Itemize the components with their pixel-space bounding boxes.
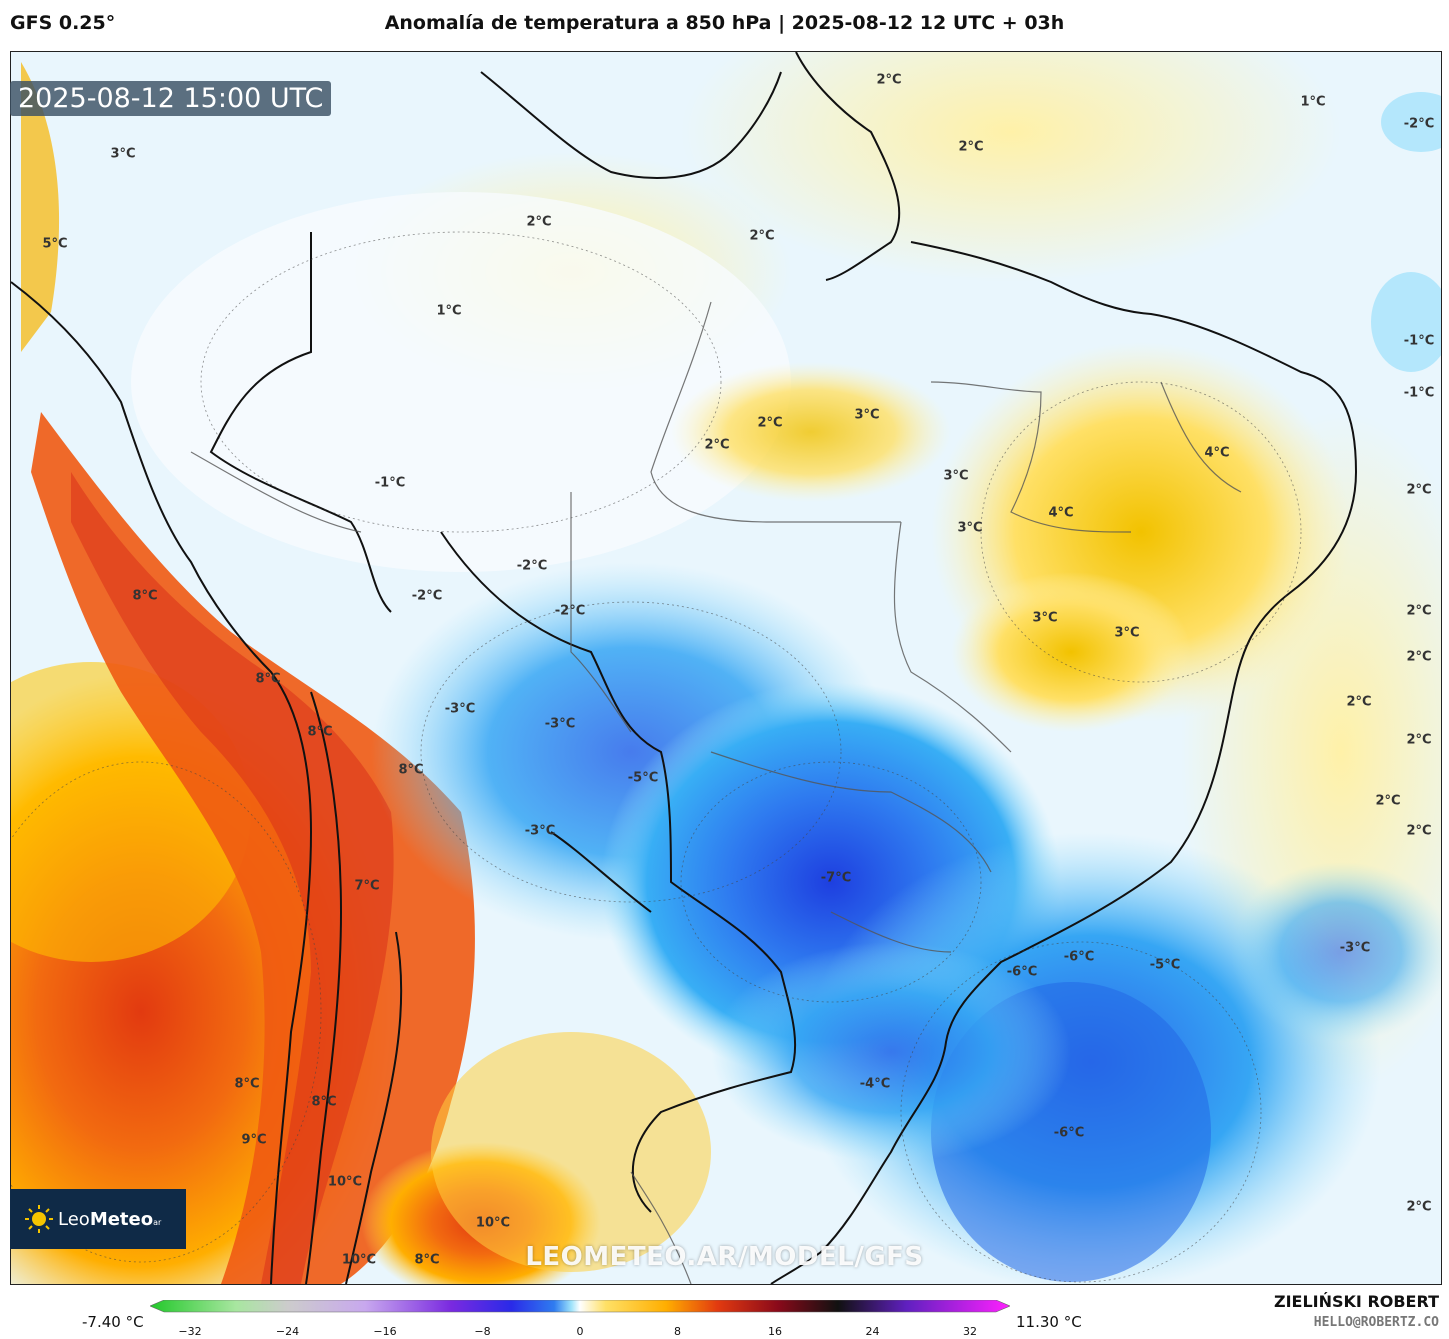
colorbar-tick: −32 [178, 1325, 202, 1338]
contour-label: 7°C [354, 878, 380, 894]
author-name: ZIELIŃSKI ROBERT [1273, 1292, 1439, 1311]
contour-label: 2°C [1406, 1199, 1432, 1215]
contour-label: 10°C [341, 1252, 377, 1268]
contour-label: -2°C [411, 588, 443, 604]
logo-suffix: ar [153, 1217, 162, 1227]
contour-label: 2°C [1406, 482, 1432, 498]
contour-label: 3°C [854, 407, 880, 423]
contour-label: 2°C [1406, 823, 1432, 839]
contour-label: 2°C [1406, 649, 1432, 665]
contour-label: 8°C [234, 1076, 260, 1092]
colorbar-tick: −24 [275, 1325, 300, 1338]
contour-label: 3°C [1114, 625, 1140, 641]
contour-label: -1°C [374, 475, 406, 491]
contour-label: 10°C [475, 1215, 511, 1231]
contour-label: -2°C [516, 558, 548, 574]
logo-bold: Meteo [89, 1208, 154, 1230]
contour-label: 3°C [1032, 610, 1058, 626]
contour-label: -3°C [1339, 940, 1371, 956]
contour-label: 2°C [526, 214, 552, 230]
colorbar-tick: −16 [373, 1325, 397, 1338]
contour-label: 2°C [1346, 694, 1372, 710]
colorbar-tick: 8 [674, 1325, 681, 1338]
colorbar-max-label: 11.30 °C [1016, 1313, 1082, 1331]
site-watermark: LEOMETEO.AR/MODEL/GFS [525, 1242, 924, 1272]
contour-label: -3°C [444, 701, 476, 717]
contour-label: 4°C [1204, 445, 1230, 461]
contour-label: 8°C [255, 671, 281, 687]
model-name: GFS 0.25° [10, 12, 116, 34]
contour-label: 2°C [757, 415, 783, 431]
colorbar-tick: −8 [474, 1325, 491, 1338]
contour-label: 2°C [958, 139, 984, 155]
contour-label: 2°C [704, 437, 730, 453]
contour-label: 8°C [414, 1252, 440, 1268]
contour-label: -1°C [1403, 333, 1435, 349]
colorbar [150, 1300, 1010, 1313]
contour-label: 2°C [749, 228, 775, 244]
contour-label: 1°C [436, 303, 462, 319]
contour-label: -2°C [554, 603, 586, 619]
contour-label: 3°C [957, 520, 983, 536]
contour-label: 3°C [943, 468, 969, 484]
contour-label: -3°C [544, 716, 576, 732]
valid-time-badge: 2025-08-12 15:00 UTC [10, 81, 332, 116]
contour-label: 8°C [398, 762, 424, 778]
contour-label: 2°C [876, 72, 902, 88]
contour-label: -6°C [1006, 964, 1038, 980]
contour-label: -5°C [627, 770, 659, 786]
map-canvas[interactable]: 2°C 2°C 1°C -2°C 3°C 5°C 2°C 2°C 1°C -1°C -1°C 2°C 3… [10, 51, 1442, 1285]
contour-label: 5°C [42, 236, 68, 252]
contour-label: -6°C [1063, 949, 1095, 965]
logo-text: LeoMeteoar [58, 1209, 161, 1230]
contour-label: 2°C [1375, 793, 1401, 809]
contour-label: -3°C [524, 823, 556, 839]
contour-label: 8°C [307, 724, 333, 740]
anomaly-field [11, 52, 1441, 1284]
map-title: Anomalía de temperatura a 850 hPa | 2025… [384, 12, 1065, 34]
contour-label: 9°C [241, 1132, 267, 1148]
contour-label: -2°C [1403, 116, 1435, 132]
contour-label: -6°C [1053, 1125, 1085, 1141]
contour-label: 3°C [110, 146, 136, 162]
contour-label: 10°C [327, 1174, 363, 1190]
contour-label: 4°C [1048, 505, 1074, 521]
contour-label: 2°C [1406, 603, 1432, 619]
contour-label: -7°C [820, 870, 852, 886]
contour-label: 8°C [311, 1094, 337, 1110]
colorbar-tick: 32 [963, 1325, 977, 1338]
colorbar-tick: 24 [865, 1325, 880, 1338]
colorbar-tick: 16 [768, 1325, 782, 1338]
contour-label: -5°C [1149, 957, 1181, 973]
colorbar-min-label: -7.40 °C [82, 1313, 144, 1331]
brand-logo[interactable]: LeoMeteoar [10, 1189, 186, 1249]
colorbar-tick: 0 [576, 1325, 584, 1338]
author-email[interactable]: HELLO@ROBERTZ.CO [1313, 1315, 1439, 1330]
contour-label: 2°C [1406, 732, 1432, 748]
contour-label: 8°C [132, 588, 158, 604]
logo-light: Leo [58, 1208, 90, 1230]
sun-icon [24, 1204, 54, 1234]
contour-label: -1°C [1403, 385, 1435, 401]
contour-label: -4°C [859, 1076, 891, 1092]
contour-label: 1°C [1300, 94, 1326, 110]
